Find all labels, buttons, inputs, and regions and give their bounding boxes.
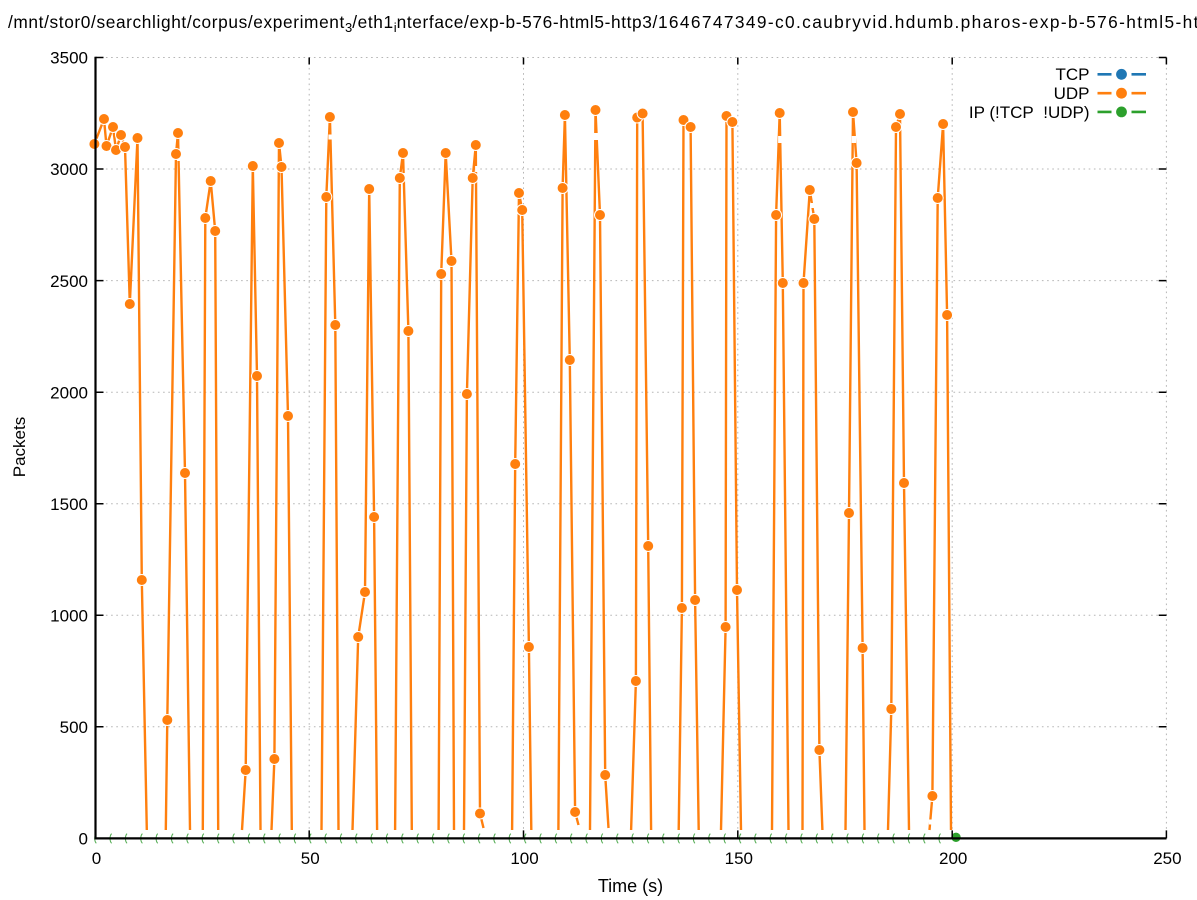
svg-text:TCP: TCP — [1056, 65, 1090, 84]
svg-text:Time (s): Time (s) — [598, 876, 663, 896]
svg-text:100: 100 — [510, 849, 538, 868]
svg-text:2500: 2500 — [50, 272, 88, 291]
svg-text:1500: 1500 — [50, 495, 88, 514]
svg-text:150: 150 — [725, 849, 753, 868]
svg-text:IP (!TCP !UDP): IP (!TCP !UDP) — [969, 103, 1090, 122]
svg-text:250: 250 — [1153, 849, 1181, 868]
svg-text:0: 0 — [79, 830, 88, 849]
svg-text:3500: 3500 — [50, 49, 88, 68]
svg-text:500: 500 — [60, 718, 88, 737]
svg-text:2000: 2000 — [50, 383, 88, 402]
svg-text:0: 0 — [92, 849, 101, 868]
svg-text:50: 50 — [301, 849, 320, 868]
svg-text:200: 200 — [939, 849, 967, 868]
svg-text:3000: 3000 — [50, 160, 88, 179]
svg-text:UDP: UDP — [1054, 84, 1090, 103]
svg-text:Packets: Packets — [10, 417, 29, 477]
svg-text:1000: 1000 — [50, 607, 88, 626]
svg-text:/mnt/stor0/searchlight/corpus/: /mnt/stor0/searchlight/corpus/experiment… — [8, 12, 1197, 35]
